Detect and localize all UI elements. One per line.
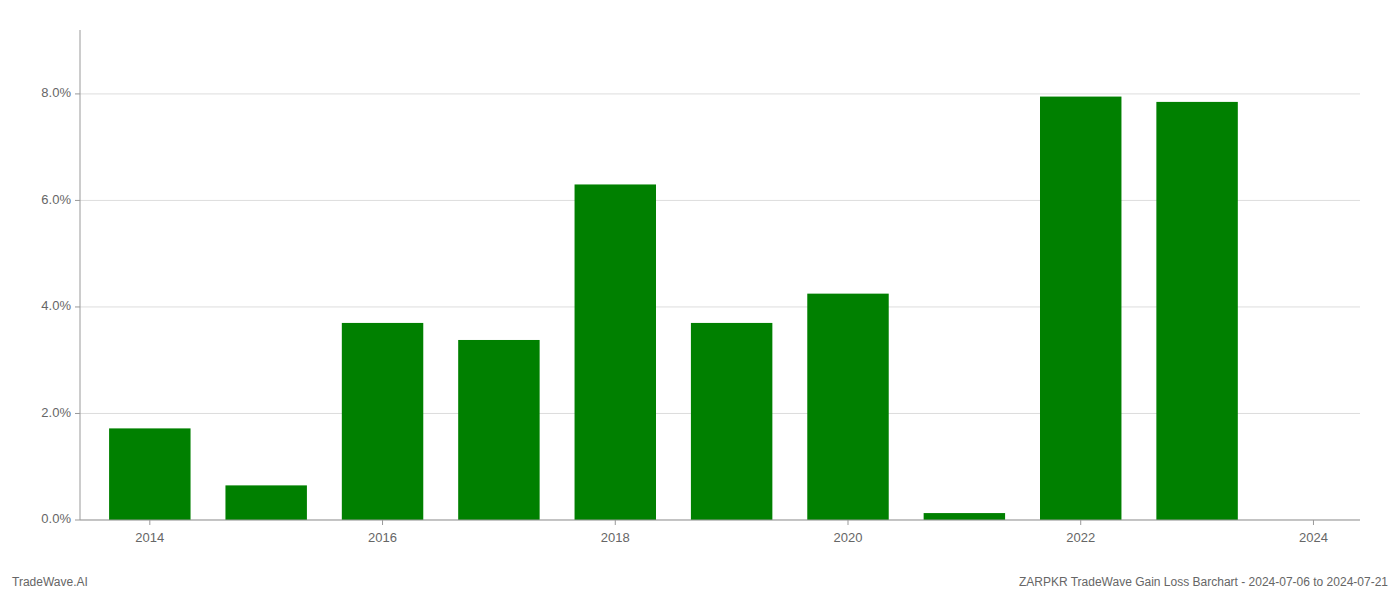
footer-text: TradeWave.AI bbox=[12, 575, 88, 589]
bar bbox=[225, 485, 306, 520]
y-tick-label: 0.0% bbox=[41, 511, 71, 526]
bar bbox=[575, 184, 656, 520]
y-tick bbox=[75, 93, 80, 94]
chart-container: 0.0% 2.0% 4.0% 6.0% 8.0% 2014 2016 2018 2020 2022… bbox=[0, 0, 1400, 600]
bar bbox=[807, 294, 888, 520]
background bbox=[0, 0, 1400, 600]
chart-svg: 0.0% 2.0% 4.0% 6.0% 8.0% 2014 2016 2018 2020 2022… bbox=[0, 0, 1400, 600]
y-axis: 0.0% 2.0% 4.0% 6.0% 8.0% bbox=[41, 85, 80, 526]
x-tick bbox=[382, 520, 383, 525]
x-tick bbox=[615, 520, 616, 525]
bar bbox=[458, 340, 539, 520]
y-grid bbox=[80, 94, 1360, 520]
x-tick-label: 2018 bbox=[601, 530, 630, 545]
bar bbox=[109, 428, 190, 520]
x-tick-label: 2024 bbox=[1299, 530, 1328, 545]
y-tick bbox=[75, 520, 80, 521]
bar bbox=[691, 323, 772, 520]
y-axis-line bbox=[80, 30, 81, 520]
y-tick-label: 4.0% bbox=[41, 298, 71, 313]
bar bbox=[1156, 102, 1237, 520]
y-tick bbox=[75, 306, 80, 307]
x-tick bbox=[1313, 520, 1314, 525]
grid-line bbox=[80, 93, 1360, 94]
x-tick-label: 2020 bbox=[834, 530, 863, 545]
y-tick-label: 2.0% bbox=[41, 405, 71, 420]
x-tick-label: 2022 bbox=[1066, 530, 1095, 545]
y-tick bbox=[75, 200, 80, 201]
footer-text: ZARPKR TradeWave Gain Loss Barchart - 20… bbox=[1019, 575, 1388, 589]
x-axis-line bbox=[80, 520, 1360, 521]
x-axis: 2014 2016 2018 2020 2022 2024 bbox=[135, 520, 1328, 545]
y-tick bbox=[75, 413, 80, 414]
x-tick bbox=[149, 520, 150, 525]
bar bbox=[342, 323, 423, 520]
y-tick-label: 6.0% bbox=[41, 192, 71, 207]
grid-line bbox=[80, 520, 1360, 521]
x-tick bbox=[1080, 520, 1081, 525]
y-tick-label: 8.0% bbox=[41, 85, 71, 100]
x-tick-label: 2014 bbox=[135, 530, 164, 545]
x-tick-label: 2016 bbox=[368, 530, 397, 545]
x-tick bbox=[848, 520, 849, 525]
bar bbox=[924, 513, 1005, 520]
bars bbox=[109, 97, 1238, 520]
bar bbox=[1040, 97, 1121, 520]
